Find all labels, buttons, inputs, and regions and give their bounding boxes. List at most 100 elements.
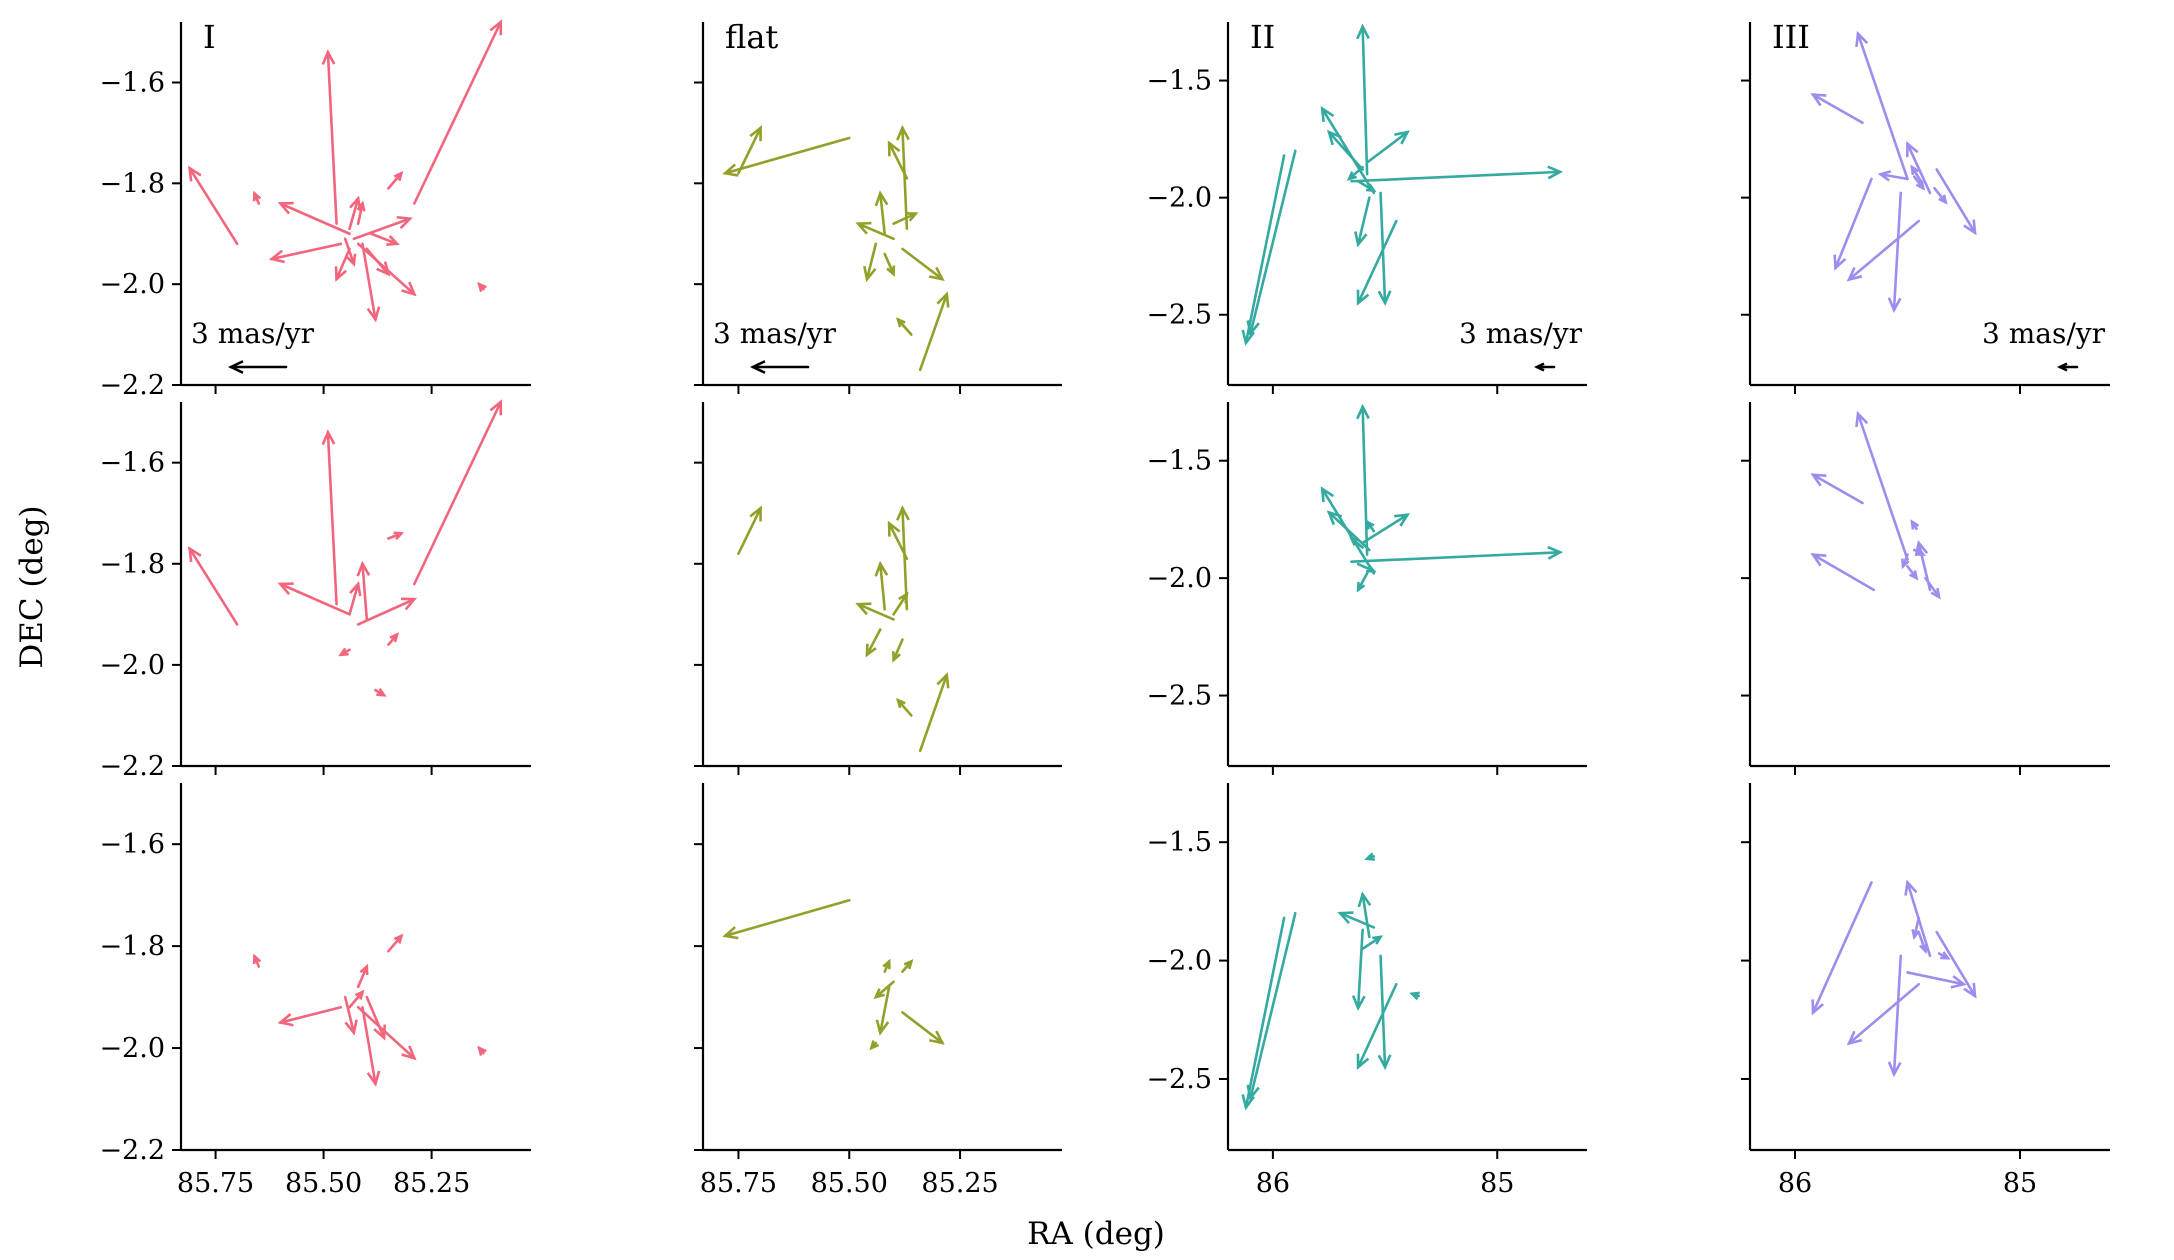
vector-arrow — [1356, 403, 1370, 556]
panel-r0-c0: −2.2 −2.0 −1.8 −1.6 I 3 mas/yr — [99, 18, 531, 401]
panel-r0-c1: flat 3 mas/yr — [694, 18, 1062, 394]
vector-arrow — [1349, 536, 1364, 549]
vector-arrow — [869, 1040, 880, 1051]
vector-arrow — [334, 247, 351, 282]
vector-arrow — [1911, 916, 1921, 940]
vector-arrow — [737, 125, 762, 175]
vector-arrow — [252, 953, 262, 968]
vector-arrow — [1917, 930, 1928, 954]
vector-arrow — [365, 995, 387, 1041]
vector-arrow — [1887, 954, 1903, 1078]
x-tick-label: 85.75 — [700, 1168, 777, 1199]
vector-arrow — [896, 698, 913, 717]
vector-arrow — [356, 1005, 417, 1061]
vector-arrow — [1356, 572, 1369, 593]
vector-arrow — [1912, 547, 1926, 557]
panel-label: flat — [725, 18, 778, 56]
vector-arrow — [277, 1005, 343, 1027]
vector-arrow — [1326, 510, 1371, 552]
x-tick-label: 86 — [1778, 1168, 1812, 1199]
panel-r2-c1: 85.75 85.50 85.25 — [694, 783, 1062, 1199]
panel-r2-c0: −2.2 −2.0 −1.8 −1.6 85.75 85.50 85.25 — [99, 783, 531, 1199]
vector-arrow — [1924, 576, 1941, 600]
y-tick-label: −1.6 — [99, 68, 165, 99]
vector-arrow — [1901, 553, 1910, 570]
vector-arrow — [343, 237, 357, 267]
vector-arrow — [1811, 881, 1873, 1016]
x-tick-label: 86 — [1256, 1168, 1290, 1199]
vector-arrow — [1910, 519, 1920, 531]
vector-arrow — [1810, 93, 1864, 125]
vector-arrow — [1356, 982, 1398, 1070]
vector-arrow — [252, 190, 262, 205]
y-tick-label: −1.6 — [99, 448, 165, 479]
quiver-key-arrow — [2056, 362, 2079, 372]
vector-arrow — [1855, 410, 1909, 561]
vector-arrow — [1810, 473, 1864, 505]
panel-label: I — [203, 18, 216, 56]
vector-arrow — [887, 520, 909, 561]
vector-arrow — [387, 170, 404, 190]
vector-arrow — [356, 560, 371, 621]
y-tick-label: −2.5 — [1146, 300, 1212, 331]
vector-arrow — [722, 136, 851, 177]
vector-arrow — [387, 933, 404, 953]
vector-arrow — [1855, 30, 1909, 181]
quiver-key-label: 3 mas/yr — [191, 317, 315, 350]
panel-label: II — [1250, 18, 1275, 56]
vector-arrow — [737, 505, 762, 555]
vector-arrow — [901, 959, 914, 973]
x-tick-label: 85.75 — [177, 1168, 254, 1199]
vector-arrow — [1906, 971, 1967, 989]
vector-arrow — [1937, 951, 1951, 960]
vector-arrow — [863, 242, 878, 283]
vector-arrow — [874, 190, 889, 236]
vector-arrow — [348, 989, 365, 1009]
y-axis-title: DEC (deg) — [14, 505, 50, 668]
vector-arrow — [855, 602, 895, 621]
vector-arrow — [365, 247, 391, 277]
vector-arrow — [873, 980, 895, 1000]
vector-arrow — [1833, 177, 1873, 271]
y-tick-label: −1.6 — [99, 829, 165, 860]
vector-arrow — [896, 317, 913, 336]
y-tick-label: −2.5 — [1146, 1064, 1212, 1095]
y-tick-label: −2.2 — [99, 370, 165, 401]
panel-r2-c2: −2.5 −2.0 −1.5 86 85 — [1146, 783, 1587, 1199]
vector-arrow — [1887, 191, 1903, 314]
x-tick-label: 85.50 — [285, 1168, 362, 1199]
vector-arrow — [892, 212, 919, 225]
vector-arrow — [1337, 911, 1376, 929]
vector-arrow — [1354, 196, 1371, 248]
panel-r2-c3: 86 85 — [1741, 783, 2110, 1199]
vector-arrow — [277, 201, 351, 236]
vector-arrow — [892, 591, 909, 616]
vector-arrow — [1846, 982, 1921, 1046]
y-tick-label: −2.0 — [1146, 946, 1212, 977]
vector-arrow — [1933, 186, 1948, 205]
vector-arrow — [477, 1045, 487, 1056]
vector-arrow — [1351, 928, 1366, 1011]
vector-arrow — [896, 505, 910, 611]
vector-arrow — [477, 281, 487, 293]
vector-arrow — [188, 546, 239, 626]
vector-arrow — [1246, 911, 1297, 1101]
vector-arrow — [348, 581, 362, 616]
vector-arrow — [1365, 519, 1376, 533]
vector-arrow — [722, 898, 851, 940]
vector-arrow — [918, 672, 950, 753]
vector-arrow — [1935, 168, 1977, 236]
vector-arrow — [1906, 565, 1919, 581]
vector-arrow — [1346, 165, 1364, 181]
vector-arrow — [321, 429, 338, 606]
y-tick-label: −1.5 — [1146, 66, 1212, 97]
vector-arrow — [1361, 935, 1384, 951]
vector-arrow — [1320, 106, 1376, 195]
vector-arrow — [1357, 891, 1372, 939]
panel-r1-c3 — [1741, 402, 2110, 775]
vector-arrow — [356, 200, 366, 225]
vector-arrow — [1810, 553, 1876, 592]
vector-arrow — [374, 688, 387, 697]
